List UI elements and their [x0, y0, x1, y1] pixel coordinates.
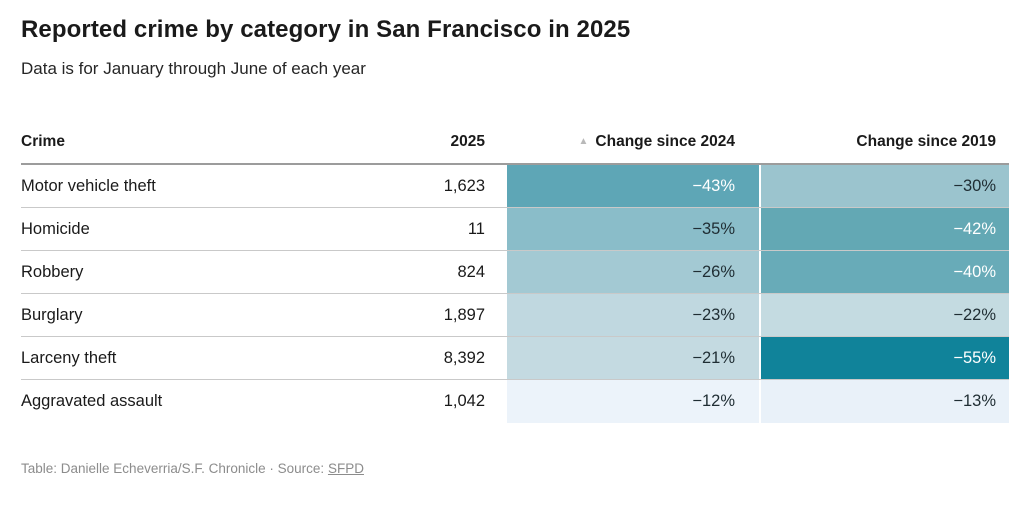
table-row: Robbery 824 −26% −40%	[21, 251, 1009, 294]
crime-cell: Robbery	[21, 262, 84, 281]
source-link[interactable]: SFPD	[327, 461, 364, 476]
change-2024-cell: −43%	[507, 165, 759, 207]
column-header-2025[interactable]: 2025	[450, 133, 485, 150]
change-2019-cell: −42%	[759, 208, 1009, 250]
change-2019-cell: −40%	[759, 251, 1009, 293]
credit-text: Table: Danielle Echeverria/S.F. Chronicl…	[21, 461, 266, 476]
table-row: Aggravated assault 1,042 −12% −13%	[21, 380, 1009, 423]
crime-cell: Larceny theft	[21, 348, 117, 367]
change-2024-cell: −12%	[507, 380, 759, 423]
page-title: Reported crime by category in San Franci…	[21, 16, 631, 43]
change-2019-cell: −30%	[759, 165, 1009, 207]
attribution: Table: Danielle Echeverria/S.F. Chronicl…	[21, 461, 1009, 476]
count-cell: 824	[457, 262, 485, 281]
table-row: Motor vehicle theft 1,623 −43% −30%	[21, 165, 1009, 208]
table-row: Homicide 11 −35% −42%	[21, 208, 1009, 251]
crime-cell: Aggravated assault	[21, 392, 163, 410]
page-subtitle: Data is for January through June of each…	[21, 59, 366, 78]
crime-table-widget: Reported crime by category in San Franci…	[21, 16, 1009, 476]
count-cell: 1,897	[443, 305, 485, 324]
table-row: Larceny theft 8,392 −21% −55%	[21, 337, 1009, 380]
change-2019-cell: −55%	[759, 337, 1009, 379]
change-2024-cell: −21%	[507, 337, 759, 379]
column-header-crime[interactable]: Crime	[21, 133, 65, 150]
crime-cell: Homicide	[21, 219, 90, 238]
change-2019-cell: −13%	[759, 380, 1009, 423]
change-2024-cell: −26%	[507, 251, 759, 293]
table-body: Motor vehicle theft 1,623 −43% −30% Homi…	[21, 165, 1009, 423]
count-cell: 1,042	[443, 392, 485, 410]
column-header-change-2019[interactable]: Change since 2019	[856, 133, 996, 150]
count-cell: 1,623	[443, 176, 485, 195]
source-label: Source:	[277, 461, 325, 476]
count-cell: 11	[467, 219, 485, 238]
crime-cell: Burglary	[21, 305, 83, 324]
change-2024-cell: −35%	[507, 208, 759, 250]
table-row: Burglary 1,897 −23% −22%	[21, 294, 1009, 337]
count-cell: 8,392	[443, 348, 485, 367]
crime-cell: Motor vehicle theft	[21, 176, 156, 195]
separator-dot: ·	[269, 461, 274, 476]
column-header-change-2024[interactable]: ▲ Change since 2024	[578, 133, 735, 150]
table-header-row: Crime 2025 ▲ Change since 2024 Change si…	[21, 121, 1009, 165]
crime-table: Crime 2025 ▲ Change since 2024 Change si…	[21, 121, 1009, 423]
change-2024-cell: −23%	[507, 294, 759, 336]
sort-ascending-icon: ▲	[578, 135, 589, 147]
change-2019-cell: −22%	[759, 294, 1009, 336]
